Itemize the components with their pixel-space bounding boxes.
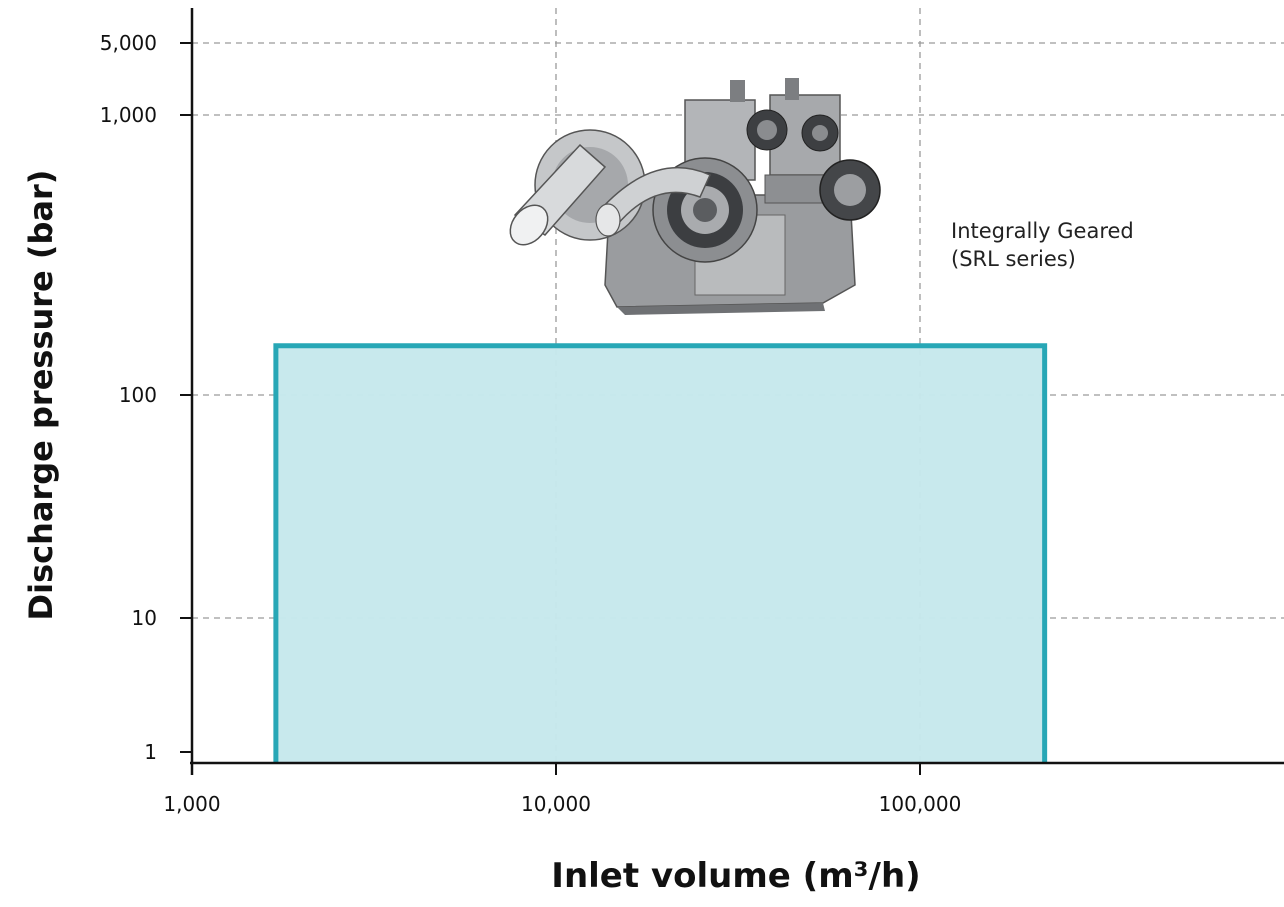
operating-region-outline <box>273 343 1048 763</box>
compressor-illustration <box>509 78 881 315</box>
y-tick-label: 10 <box>132 606 157 630</box>
axes <box>180 8 1284 775</box>
y-axis-title: Discharge pressure (bar) <box>22 170 60 621</box>
operating-region-layer <box>273 343 1048 763</box>
y-tick-label: 1 <box>144 740 157 764</box>
y-tick-label: 1,000 <box>100 103 157 127</box>
y-tick-label: 5,000 <box>100 31 157 55</box>
operating-region-fill <box>275 345 1045 763</box>
x-axis-title: Inlet volume (m³/h) <box>551 856 920 896</box>
labels: 1 10 100 1,000 5,000 1,000 10,000 100,000 Inlet … <box>22 31 1134 896</box>
y-tick-label: 100 <box>119 383 157 407</box>
x-tick-label: 1,000 <box>163 792 220 816</box>
series-annotation-label: (SRL series) <box>951 247 1076 271</box>
x-tick-label: 100,000 <box>879 792 962 816</box>
x-tick-label: 10,000 <box>521 792 591 816</box>
series-annotation-label: Integrally Geared <box>951 219 1134 243</box>
